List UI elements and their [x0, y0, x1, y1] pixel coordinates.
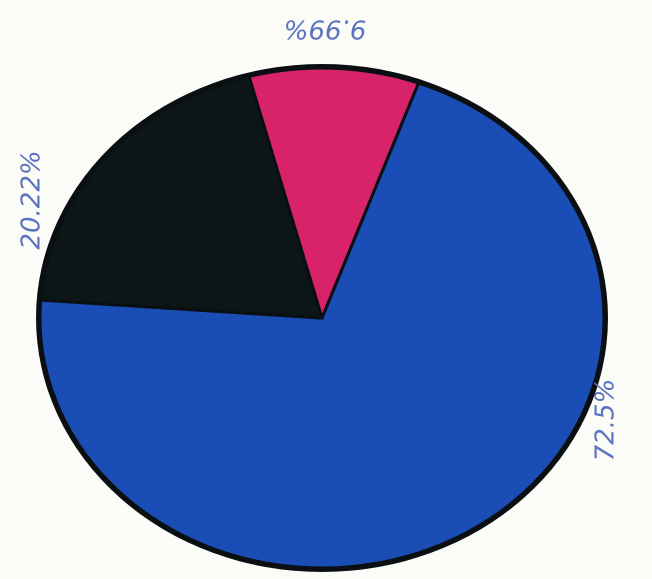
data-label: 9.99% [284, 14, 367, 44]
data-label: 72.5% [591, 379, 621, 462]
pie-slice [39, 74, 325, 320]
pie-slice [247, 66, 421, 323]
pie-slice [38, 81, 606, 570]
data-label: 20.22% [17, 150, 47, 249]
